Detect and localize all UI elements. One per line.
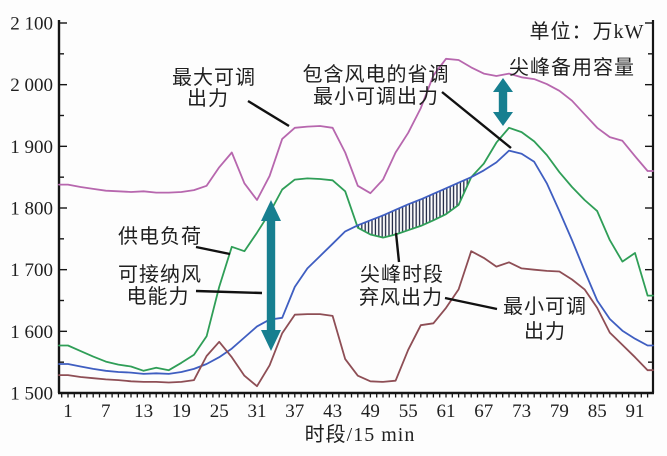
x-tick-label: 31 [248,401,267,422]
wind-capacity-label-line2: 电能力 [127,285,190,308]
min-output-label-line1: 最小可调 [503,295,587,318]
y-tick-label: 1 900 [10,137,53,158]
x-tick-label: 85 [588,401,607,422]
max-output-label-line1: 最大可调 [172,66,256,89]
curtail-pointer-line [394,232,401,263]
min-output-line [58,250,654,388]
min-output-label-line2: 出力 [524,320,566,343]
y-tick-label: 2 000 [10,75,53,96]
x-tick-label: 67 [474,401,493,422]
curtail-label-line1: 尖峰时段 [360,263,444,286]
unit-label: 单位：万kW [530,20,645,43]
x-tick-label: 91 [626,401,645,422]
x-tick-label: 13 [134,401,153,422]
wind-capacity-pointer-line [195,289,263,295]
wind-capacity-arrow [261,200,281,351]
supply-load-label: 供电负荷 [118,225,202,248]
min-output-pointer-line [444,296,498,311]
supply-load-pointer-line [195,245,231,256]
plot-area: 1 500 1 600 1 700 1 800 1 900 2 000 2 100 1 7 13 1… [10,14,655,422]
x-tick-label: 55 [399,401,418,422]
max-output-line [58,57,654,201]
x-tick-label: 43 [323,401,342,422]
supply-load-line [58,126,654,372]
max-output-pointer-line [247,99,290,128]
y-tick-label: 1 800 [10,199,53,220]
max-output-label-line2: 出力 [187,87,229,110]
x-tick-label: 37 [285,401,304,422]
y-tick-label: 1 600 [10,322,53,343]
x-tick-label: 7 [101,401,111,422]
x-tick-label: 1 [63,401,73,422]
x-tick-label: 79 [550,401,569,422]
y-tick-label: 2 100 [10,14,53,35]
incl-wind-label-line2: 最小可调出力 [313,85,439,108]
wind-capacity-label-line1: 可接纳风 [118,263,202,286]
incl-wind-label-line1: 包含风电的省调 [303,63,450,86]
x-axis-title: 时段/15 min [305,423,416,446]
peak-reserve-label: 尖峰备用容量 [509,56,635,79]
x-tick-label: 49 [361,401,380,422]
min-output-incl-wind-line [58,149,654,375]
x-tick-label: 25 [210,401,229,422]
y-tick-label: 1 700 [10,260,53,281]
y-tick-label: 1 500 [10,384,53,405]
pointer-lines [195,91,512,311]
curtail-label-line2: 弃风出力 [359,286,443,309]
peak-reserve-arrow [493,78,513,126]
x-tick-label: 19 [172,401,191,422]
x-tick-label: 73 [512,401,531,422]
x-tick-label: 61 [437,401,456,422]
incl-wind-pointer-line [441,91,512,149]
